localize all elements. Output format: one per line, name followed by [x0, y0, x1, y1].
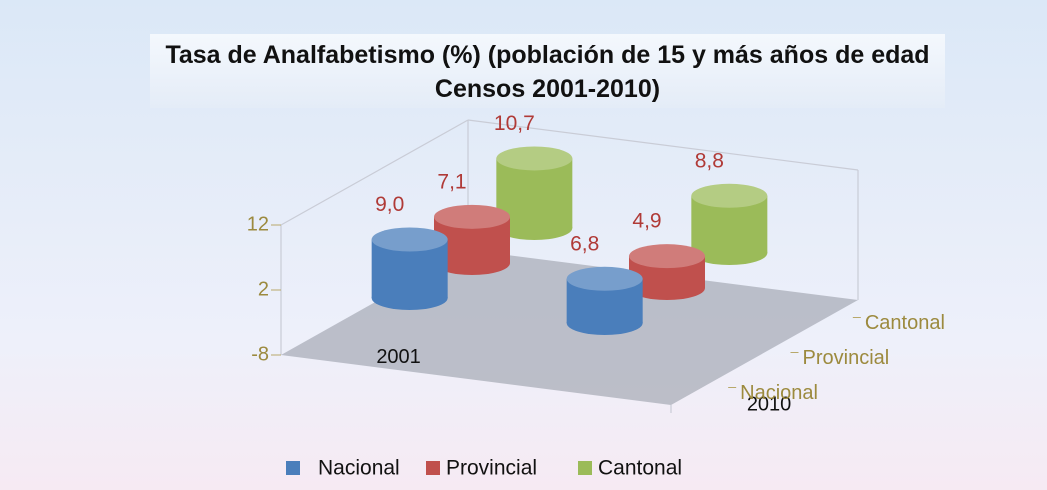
legend-label: Nacional [318, 457, 400, 480]
legend-label: Provincial [446, 457, 537, 480]
legend-swatch [426, 461, 440, 475]
chart-title: Tasa de Analfabetismo (%) (población de … [150, 34, 945, 108]
x-tick-label: 2010 [747, 393, 792, 415]
value-label: 7,1 [437, 170, 466, 193]
depth-label: Nacional [740, 382, 818, 404]
cylinder-top [371, 227, 448, 252]
depth-label: Cantonal [865, 312, 945, 334]
depth-label: Provincial [803, 347, 890, 369]
x-tick-label: 2001 [376, 346, 421, 368]
cylinder-top [691, 183, 768, 208]
cylinder-top [496, 146, 573, 171]
value-label: 10,7 [494, 112, 535, 135]
cylinder-top [434, 204, 510, 229]
wall-edge [280, 119, 469, 226]
y-tick-label: -8 [251, 343, 269, 365]
cylinder-top [566, 266, 643, 291]
legend-swatch [286, 461, 300, 475]
value-label: 8,8 [695, 149, 724, 172]
y-tick-label: 2 [258, 278, 269, 300]
legend-label: Cantonal [598, 457, 682, 480]
value-label: 4,9 [632, 210, 661, 233]
legend-swatch [578, 461, 592, 475]
wall-edge [467, 119, 859, 171]
value-label: 6,8 [570, 232, 599, 255]
cylinder-top [629, 244, 705, 269]
value-label: 9,0 [375, 193, 404, 216]
y-tick-label: 12 [247, 213, 269, 235]
